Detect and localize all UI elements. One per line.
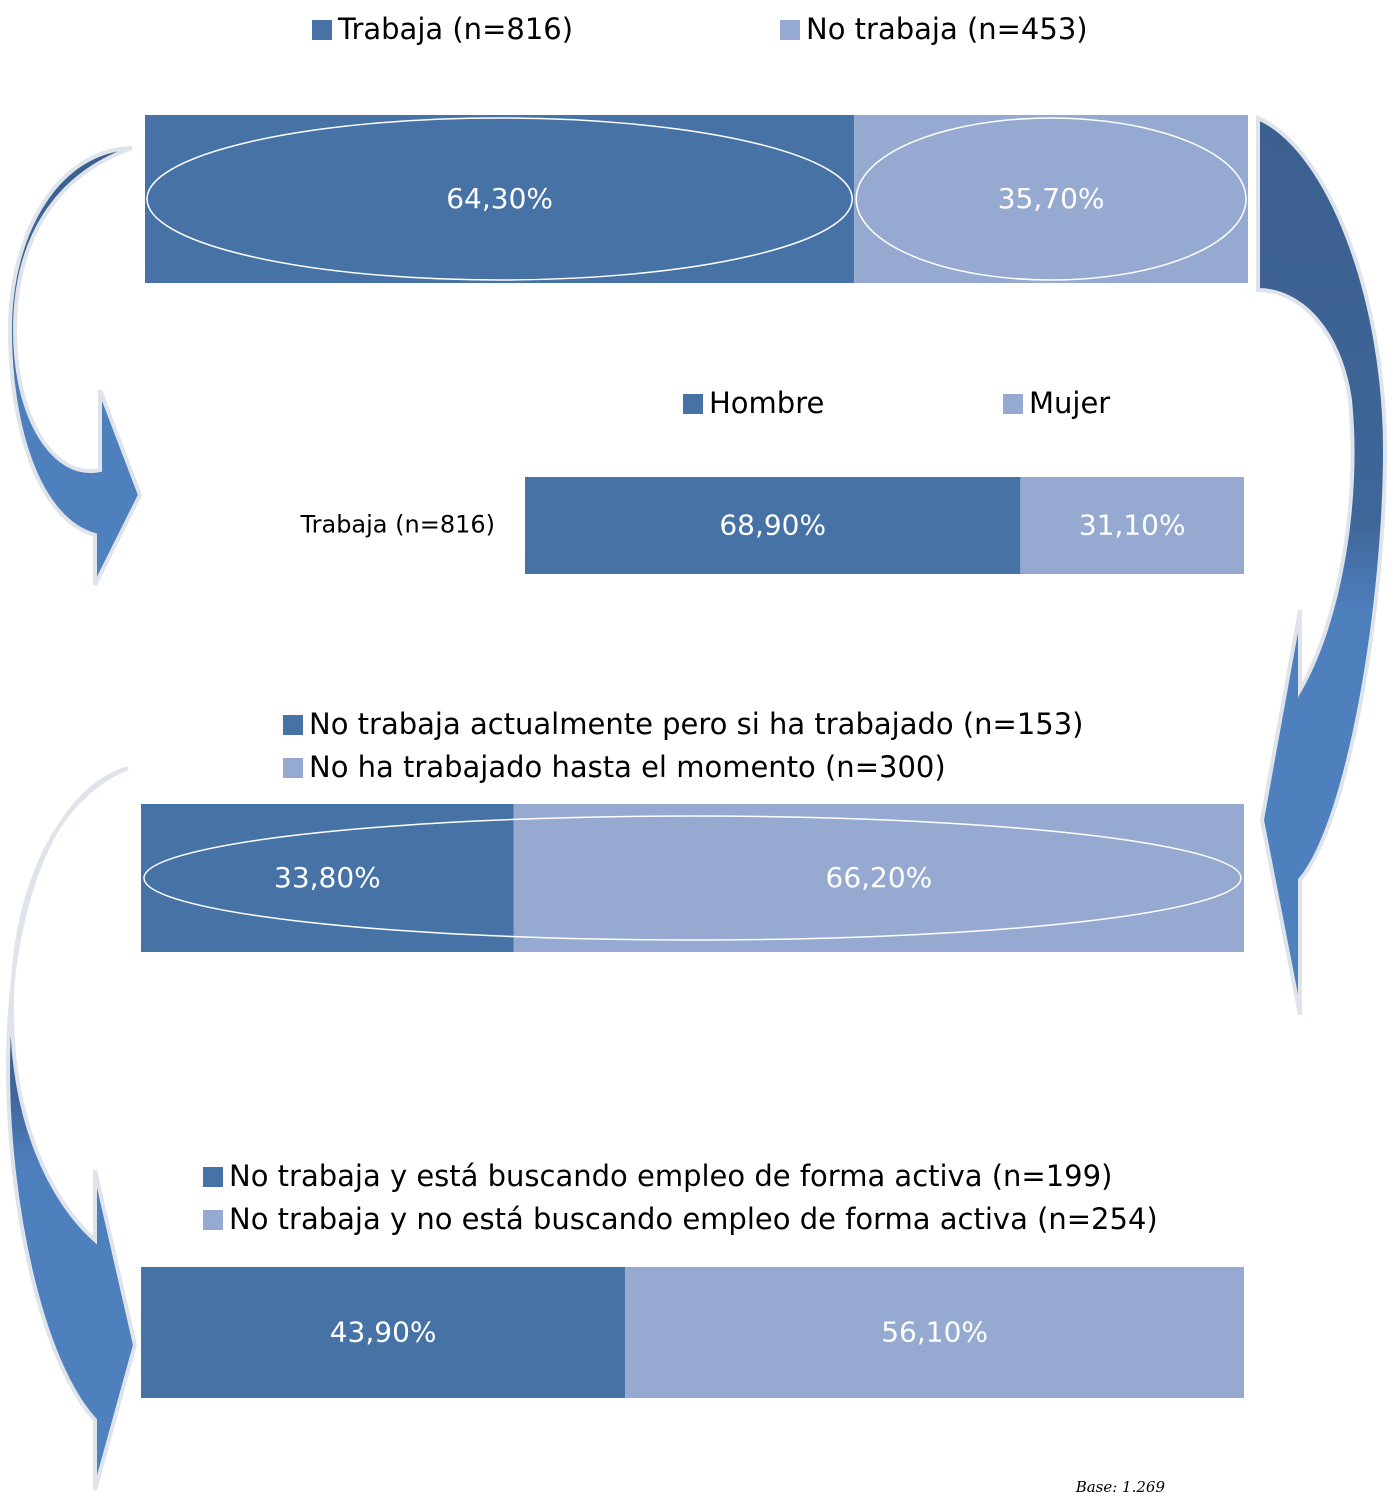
legend-label: Trabaja (n=816): [337, 12, 573, 46]
category-label: Trabaja (n=816): [299, 511, 495, 539]
flow-arrow: [1256, 114, 1388, 1016]
data-label: 31,10%: [1079, 509, 1186, 542]
legend-label: No trabaja y está buscando empleo de for…: [229, 1159, 1112, 1193]
legend-label: Mujer: [1029, 386, 1110, 420]
legend-swatch: [683, 394, 703, 414]
bar-segment: [525, 477, 1021, 574]
highlight-ellipse: [855, 117, 1247, 281]
legend-swatch: [283, 715, 303, 735]
bar-segment: [145, 115, 855, 283]
flow-arrow: [5, 766, 138, 1491]
data-label: 68,90%: [719, 509, 826, 542]
highlight-ellipse: [146, 117, 853, 281]
note: Base: 1.269: [1075, 1478, 1166, 1496]
bar-segment: [854, 115, 1248, 283]
legend-label: Hombre: [709, 386, 824, 420]
legend-swatch: [780, 20, 800, 40]
bar-segment: [141, 804, 514, 952]
highlight-ellipse: [143, 815, 1242, 941]
legend-swatch: [1003, 394, 1023, 414]
bar-segment: [1020, 477, 1244, 574]
legend-swatch: [203, 1210, 223, 1230]
data-label: 64,30%: [446, 182, 553, 215]
data-label: 43,90%: [330, 1316, 437, 1349]
data-label: 33,80%: [274, 861, 381, 894]
data-label: 35,70%: [998, 182, 1105, 215]
legend-swatch: [203, 1167, 223, 1187]
data-label: 56,10%: [881, 1316, 988, 1349]
legend-swatch: [312, 20, 332, 40]
bar-segment: [625, 1267, 1244, 1398]
data-label: 66,20%: [826, 861, 933, 894]
bar-segment: [141, 1267, 626, 1398]
legend-label: No trabaja y no está buscando empleo de …: [229, 1202, 1158, 1236]
flow-arrow: [7, 146, 143, 586]
legend-label: No trabaja actualmente pero si ha trabaj…: [309, 707, 1084, 741]
legend-swatch: [283, 758, 303, 778]
legend-label: No ha trabajado hasta el momento (n=300): [309, 750, 946, 784]
legend-label: No trabaja (n=453): [806, 12, 1088, 46]
bar-segment: [513, 804, 1244, 952]
